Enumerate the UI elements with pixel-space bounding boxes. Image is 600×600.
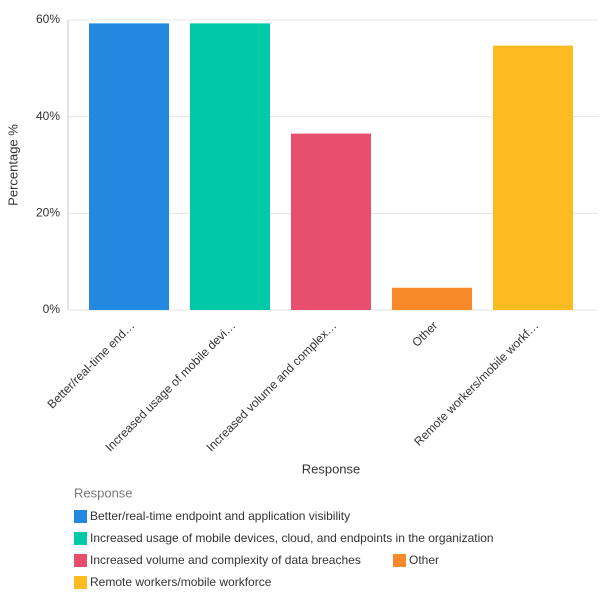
bar xyxy=(89,23,169,311)
y-tick-label: 20% xyxy=(36,206,60,220)
y-tick-label: 60% xyxy=(36,12,60,26)
legend-label: Increased volume and complexity of data … xyxy=(90,553,361,567)
legend-label: Other xyxy=(409,553,439,567)
legend-label: Increased usage of mobile devices, cloud… xyxy=(90,531,494,545)
x-axis-title: Response xyxy=(302,461,361,476)
bar xyxy=(190,23,270,311)
legend-swatch xyxy=(74,510,87,523)
bar xyxy=(291,133,371,310)
y-tick-label: 0% xyxy=(43,302,61,316)
bar xyxy=(493,45,573,310)
x-tick-label: Better/real-time end… xyxy=(44,318,137,411)
bar xyxy=(392,287,472,310)
legend-swatch xyxy=(74,554,87,567)
legend-title: Response xyxy=(74,485,133,500)
legend-swatch xyxy=(74,532,87,545)
legend-label: Remote workers/mobile workforce xyxy=(90,575,272,589)
legend-swatch xyxy=(74,576,87,589)
y-tick-label: 40% xyxy=(36,109,60,123)
y-axis-title: Percentage % xyxy=(5,124,20,206)
legend-label: Better/real-time endpoint and applicatio… xyxy=(90,509,350,523)
x-tick-label: Other xyxy=(409,318,440,349)
legend-swatch xyxy=(393,554,406,567)
x-tick-label: Remote workers/mobile workf… xyxy=(411,318,541,448)
